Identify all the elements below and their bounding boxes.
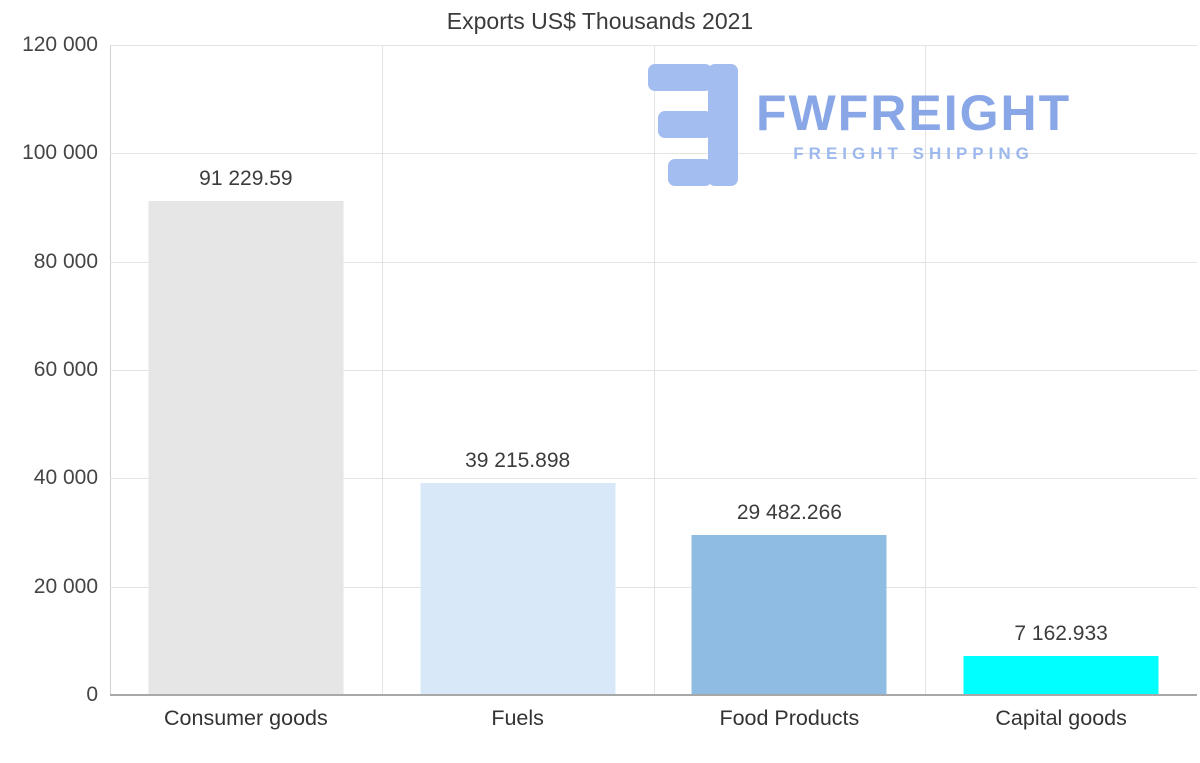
fwfreight-logo-text: FWFREIGHT FREIGHT SHIPPING [756,86,1071,164]
y-tick-label: 100 000 [22,141,98,165]
gridline-vertical [653,45,655,695]
y-axis-labels: 0 20 000 40 000 60 000 80 000 100 000 120 000 [0,33,98,706]
x-tick-label: Consumer goods [164,706,328,730]
bars-row: 91 229.59 39 215.898 29 482.266 7 162.933 [110,45,1197,695]
chart-title: Exports US$ Thousands 2021 [446,8,754,34]
fwfreight-logo-icon [648,64,738,186]
bar-column: 7 162.933 [925,45,1197,695]
y-tick-label: 60 000 [33,358,98,381]
bar-column: 91 229.59 [110,45,382,695]
fwfreight-logo: FWFREIGHT FREIGHT SHIPPING [648,64,1071,186]
x-axis-line [110,694,1197,696]
bar [420,482,616,695]
bar [148,200,344,695]
y-tick-label: 20 000 [33,574,98,598]
x-tick-label: Food Products [719,706,860,730]
y-tick-label: 0 [86,683,98,706]
bar-value-label: 39 215.898 [465,448,571,472]
bar-column: 39 215.898 [382,45,654,695]
plot-area: 91 229.59 39 215.898 29 482.266 7 162.933 [110,45,1197,696]
bar-value-label: 29 482.266 [736,501,842,525]
gridline-vertical [381,45,383,695]
bar-column: 29 482.266 [654,45,926,695]
bar [963,656,1159,695]
bar [691,535,887,695]
y-tick-label: 120 000 [22,33,98,56]
x-axis-labels: Consumer goods Fuels Food Products Capital … [110,706,1197,731]
bar-value-label: 91 229.59 [199,166,293,190]
brand-name: FWFREIGHT [756,85,1072,141]
x-tick-label: Fuels [491,706,544,730]
gridline-vertical [925,45,927,695]
y-tick-label: 80 000 [33,249,98,273]
y-tick-label: 40 000 [33,466,98,490]
bar-value-label: 7 162.933 [1014,622,1108,646]
x-tick-label: Capital goods [995,706,1127,730]
brand-tagline: FREIGHT SHIPPING [793,144,1034,163]
